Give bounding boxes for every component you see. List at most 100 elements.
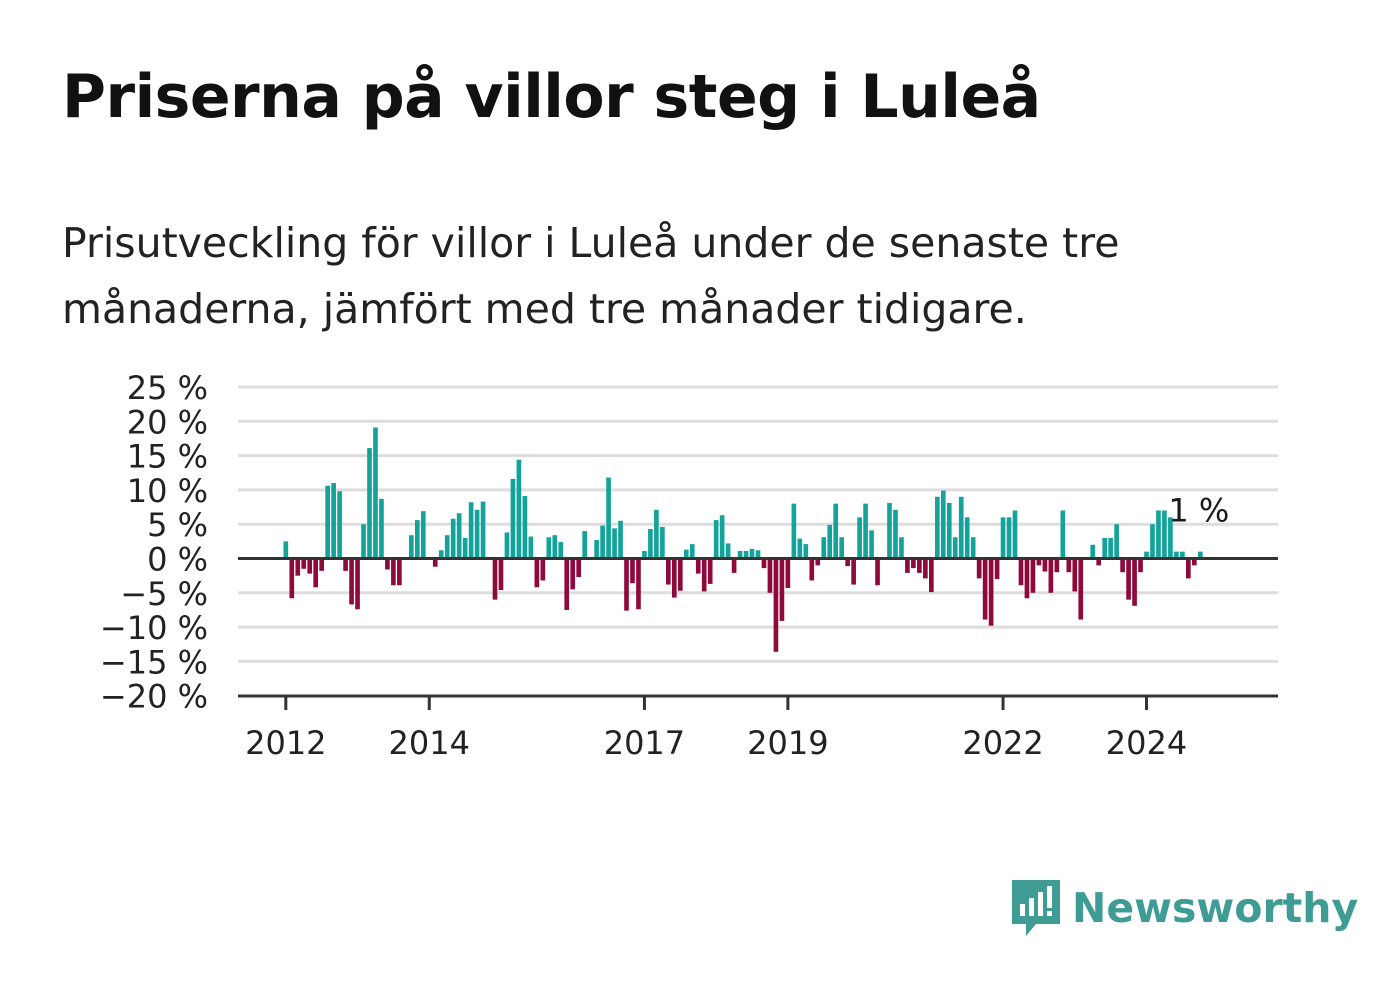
- bar: [450, 518, 456, 559]
- bar: [851, 558, 856, 585]
- bar: [875, 558, 880, 586]
- bar: [725, 543, 731, 559]
- bar: [976, 558, 982, 579]
- bar: [1150, 524, 1155, 559]
- bar: [1060, 510, 1066, 559]
- bar: [779, 558, 785, 621]
- bar: [1156, 510, 1161, 559]
- y-tick-label: 25 %: [127, 369, 208, 407]
- bar: [773, 558, 779, 652]
- bar: [707, 558, 713, 584]
- brand-name: Newsworthy: [1072, 884, 1359, 932]
- y-tick-label: −15 %: [100, 643, 208, 681]
- bar: [349, 558, 354, 605]
- bar: [755, 550, 761, 559]
- bar: [761, 558, 767, 569]
- newsworthy-logo-icon: [1012, 880, 1060, 936]
- bar: [582, 531, 587, 559]
- bars: [283, 427, 1203, 652]
- bar: [367, 448, 372, 559]
- bar: [355, 558, 360, 610]
- last-value-annotation: 1 %: [1168, 492, 1229, 530]
- bar: [438, 550, 444, 559]
- bar: [528, 536, 534, 559]
- bar: [409, 535, 414, 559]
- bar: [1000, 517, 1006, 559]
- y-tick-label: 10 %: [127, 472, 208, 510]
- bar: [1024, 558, 1030, 599]
- bar: [767, 558, 773, 593]
- x-tick-label: 2017: [604, 724, 685, 762]
- bar: [1138, 558, 1143, 573]
- bar: [785, 558, 791, 588]
- bar: [492, 558, 498, 600]
- y-tick-label: 0 %: [147, 541, 208, 579]
- bar: [857, 517, 862, 559]
- x-tick-label: 2012: [245, 724, 326, 762]
- bar: [325, 485, 330, 559]
- bar: [905, 558, 910, 573]
- bar: [1054, 558, 1060, 573]
- bar: [731, 558, 737, 573]
- x-tick-label: 2022: [962, 724, 1043, 762]
- bar: [946, 502, 952, 559]
- bar: [1191, 558, 1197, 566]
- bar: [689, 544, 695, 559]
- bar: [1078, 558, 1084, 620]
- bar: [624, 558, 629, 611]
- bar: [713, 520, 719, 559]
- x-tick-label: 2024: [1106, 724, 1187, 762]
- bar: [1180, 551, 1185, 559]
- bar: [677, 558, 683, 591]
- y-tick-label: −10 %: [100, 609, 208, 647]
- x-axis-ticks: 2012 2014 2017 2019 2022 2024: [245, 696, 1187, 762]
- bar: [1030, 558, 1036, 593]
- bar: [1108, 537, 1113, 559]
- bar: [534, 558, 540, 588]
- bar: [444, 535, 450, 559]
- bar: [1096, 558, 1102, 566]
- bar: [1162, 510, 1167, 559]
- x-tick-label: 2014: [389, 724, 470, 762]
- bar: [737, 550, 743, 559]
- bar: [636, 558, 641, 610]
- bar: [797, 538, 803, 559]
- y-tick-label: −5 %: [120, 575, 208, 613]
- y-tick-label: 15 %: [127, 438, 208, 476]
- bar: [743, 550, 749, 559]
- bar: [869, 530, 874, 559]
- bar: [845, 558, 850, 567]
- bar: [821, 537, 827, 559]
- bar: [982, 558, 988, 620]
- bar: [516, 459, 522, 559]
- bar: [833, 503, 839, 559]
- bar: [522, 496, 528, 559]
- x-tick-label: 2019: [747, 724, 828, 762]
- bar: [295, 558, 301, 576]
- bar: [695, 558, 701, 574]
- bar: [970, 537, 976, 559]
- bar: [612, 528, 617, 559]
- bar: [373, 427, 378, 559]
- bar: [911, 558, 916, 569]
- bar: [1048, 558, 1054, 593]
- bar: [414, 520, 420, 559]
- bar: [594, 539, 599, 559]
- bar: [917, 558, 922, 573]
- bar: [1174, 551, 1179, 559]
- bar: [988, 558, 994, 626]
- bar: [558, 542, 564, 559]
- bar: [940, 490, 946, 559]
- bar: [313, 558, 319, 588]
- bar: [642, 550, 647, 559]
- bar: [671, 558, 677, 598]
- bar: [1072, 558, 1078, 592]
- bar: [307, 558, 313, 574]
- bar: [331, 483, 336, 559]
- bar: [1066, 558, 1072, 573]
- bar: [815, 558, 821, 566]
- bar: [803, 544, 809, 559]
- bar: [462, 537, 468, 559]
- bar: [899, 537, 904, 559]
